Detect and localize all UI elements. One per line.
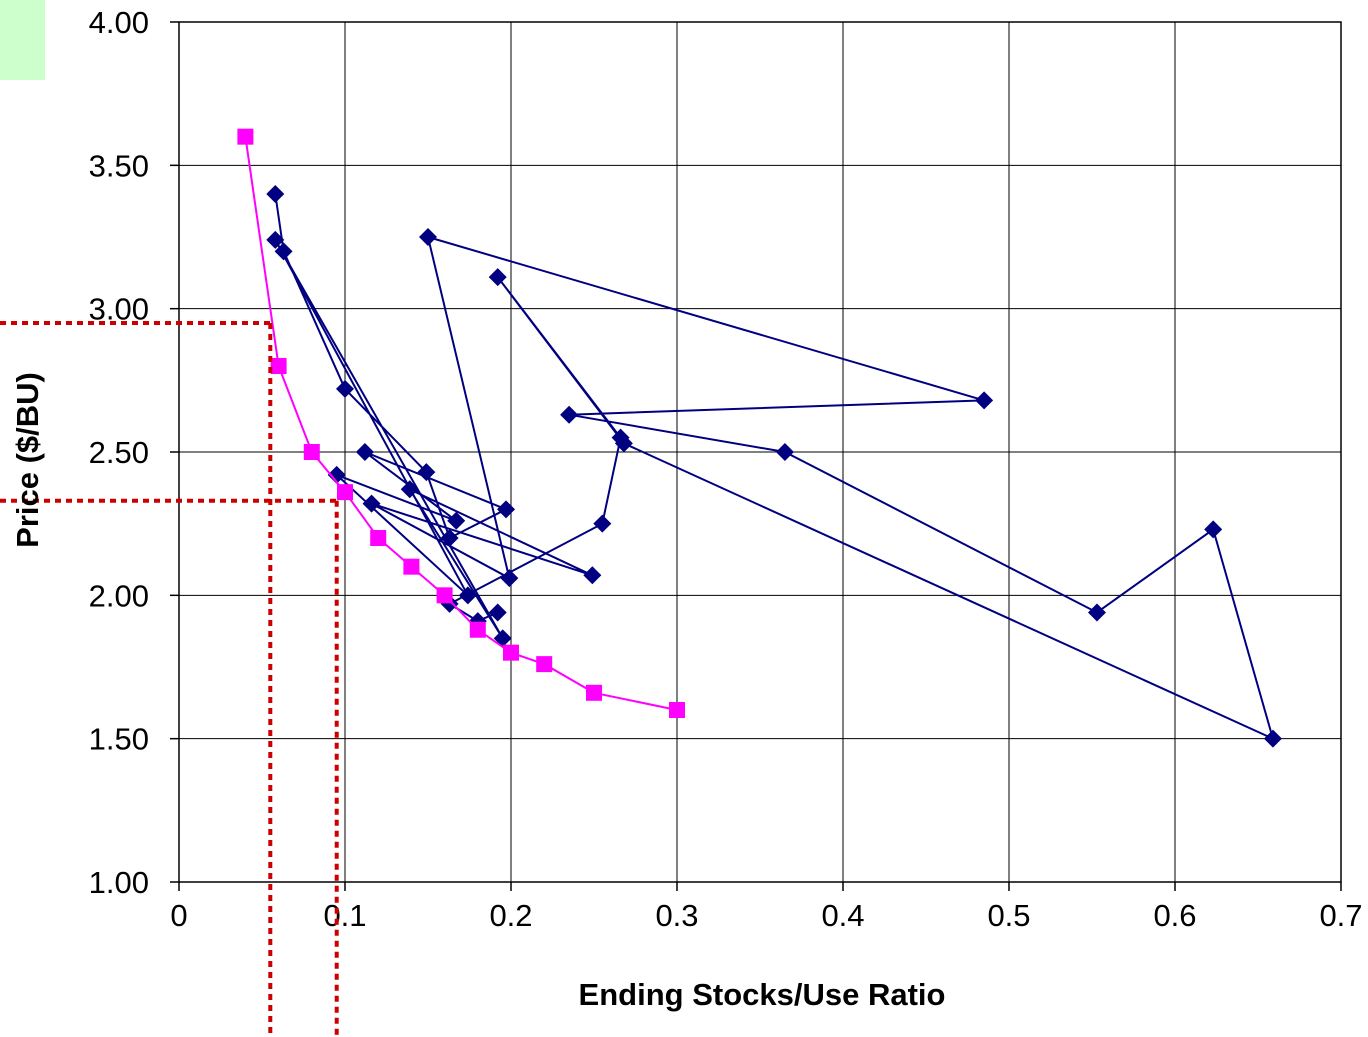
data-point-diamond	[266, 230, 285, 249]
data-point-square	[303, 444, 320, 460]
data-point-diamond	[327, 465, 346, 484]
data-point-square	[436, 587, 453, 604]
data-point-diamond	[583, 566, 602, 585]
data-point-diamond	[497, 500, 516, 519]
data-point-diamond	[488, 603, 507, 622]
data-point-diamond	[274, 242, 293, 261]
data-point-square	[503, 644, 519, 661]
x-tick-label: 0.2	[489, 898, 532, 933]
data-point-diamond	[1204, 520, 1223, 539]
data-point-diamond	[1263, 729, 1282, 748]
data-point-diamond	[1087, 603, 1106, 622]
data-point-square	[586, 684, 602, 701]
data-point-diamond	[493, 629, 512, 648]
data-point-diamond	[593, 514, 612, 533]
data-point-diamond	[336, 379, 354, 398]
data-point-diamond	[440, 529, 459, 547]
data-point-diamond	[560, 405, 579, 424]
y-axis: 1.00 1.50 2.00 2.50 3.00 3.50 4.00	[89, 5, 179, 900]
data-point-square	[270, 358, 287, 374]
data-point-square	[337, 484, 353, 501]
data-point-square	[669, 702, 685, 718]
y-tick-label: 3.00	[89, 292, 149, 327]
x-tick-label: 0.4	[821, 898, 864, 933]
data-point-diamond	[488, 268, 507, 287]
x-tick-label: 0.7	[1319, 898, 1362, 933]
data-point-square	[469, 621, 486, 638]
y-tick-label: 1.50	[89, 722, 149, 757]
data-point-diamond	[458, 586, 477, 605]
y-tick-label: 1.00	[89, 865, 149, 900]
data-point-diamond	[611, 428, 630, 447]
data-point-diamond	[975, 391, 994, 410]
corner-patch	[0, 0, 45, 80]
data-point-square	[536, 656, 553, 673]
x-tick-label: 0.6	[1153, 898, 1196, 933]
series-layer	[237, 128, 1282, 748]
y-tick-label: 4.00	[89, 5, 149, 40]
data-point-diamond	[417, 463, 436, 482]
data-point-diamond	[500, 569, 519, 588]
data-point-square	[370, 530, 387, 546]
x-tick-label: 0	[170, 898, 187, 933]
x-axis: 0 0.1 0.2 0.3 0.4 0.5 0.6 0.7	[170, 882, 1363, 933]
data-point-diamond	[400, 480, 419, 499]
data-point-diamond	[775, 443, 794, 461]
y-axis-title: Price ($/BU)	[10, 372, 45, 548]
x-tick-label: 0.5	[987, 898, 1030, 933]
x-axis-title: Ending Stocks/Use Ratio	[579, 977, 946, 1012]
data-point-diamond	[355, 443, 374, 461]
data-point-square	[403, 558, 420, 575]
y-tick-label: 3.50	[89, 148, 149, 183]
x-tick-label: 0.3	[655, 898, 698, 933]
data-point-diamond	[266, 185, 285, 203]
series-line	[244, 136, 678, 711]
data-point-diamond	[362, 494, 381, 513]
data-point-diamond	[447, 511, 466, 530]
grid	[179, 22, 1341, 882]
data-point-diamond	[419, 228, 437, 246]
data-point-square	[237, 128, 254, 145]
x-tick-label: 0.1	[323, 898, 366, 933]
reference-lines	[0, 321, 339, 1037]
series-1	[266, 185, 1282, 748]
y-tick-label: 2.00	[89, 578, 149, 613]
series-line	[274, 193, 1275, 741]
y-tick-label: 2.50	[89, 435, 149, 470]
series-2	[237, 128, 685, 718]
